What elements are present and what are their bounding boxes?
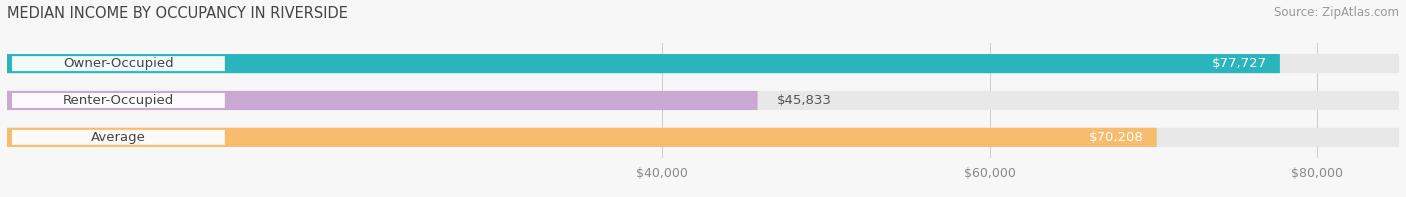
FancyBboxPatch shape [7, 54, 1279, 73]
Text: MEDIAN INCOME BY OCCUPANCY IN RIVERSIDE: MEDIAN INCOME BY OCCUPANCY IN RIVERSIDE [7, 6, 347, 21]
FancyBboxPatch shape [7, 91, 1399, 110]
Text: Source: ZipAtlas.com: Source: ZipAtlas.com [1274, 6, 1399, 19]
FancyBboxPatch shape [11, 93, 225, 108]
FancyBboxPatch shape [7, 128, 1399, 147]
FancyBboxPatch shape [11, 56, 225, 71]
Text: Owner-Occupied: Owner-Occupied [63, 57, 174, 70]
Text: $77,727: $77,727 [1212, 57, 1267, 70]
Text: Renter-Occupied: Renter-Occupied [63, 94, 174, 107]
FancyBboxPatch shape [7, 54, 1399, 73]
FancyBboxPatch shape [11, 130, 225, 145]
FancyBboxPatch shape [7, 91, 758, 110]
Text: Average: Average [91, 131, 146, 144]
Text: $70,208: $70,208 [1088, 131, 1143, 144]
FancyBboxPatch shape [7, 128, 1157, 147]
Text: $45,833: $45,833 [778, 94, 832, 107]
